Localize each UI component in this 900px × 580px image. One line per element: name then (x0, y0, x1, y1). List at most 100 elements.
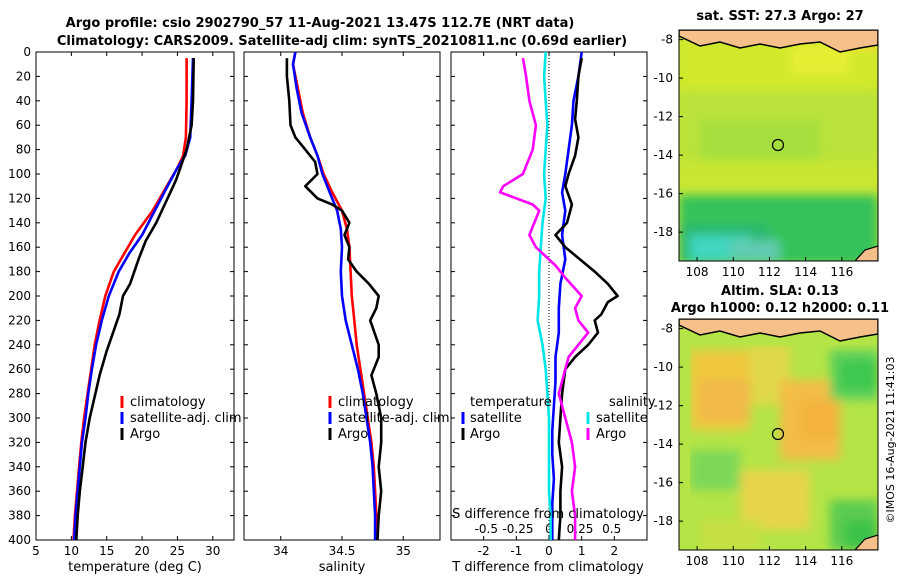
map-x-tick-label: 110 (722, 265, 745, 279)
map-x-tick-label: 112 (758, 554, 781, 568)
difference-xlabel: T difference from climatology (451, 560, 644, 575)
series-line-t-argo (554, 57, 619, 541)
legend-label-satellite: satellite-adj. clim (338, 411, 450, 426)
map-y-tick-label: -8 (661, 33, 673, 47)
map-x-tick-label: 110 (722, 554, 745, 568)
map-y-tick-label: -18 (653, 514, 673, 528)
map-y-tick-label: -12 (653, 110, 673, 124)
salinity-xlabel: salinity (319, 560, 366, 575)
depth-tick-label: 340 (8, 460, 31, 474)
sla-land (679, 319, 878, 342)
series-line-s-argo (498, 57, 590, 540)
map-x-tick-label: 114 (794, 554, 817, 568)
x-tick-label: 34.5 (329, 544, 356, 558)
depth-tick-label: 220 (8, 313, 31, 327)
s-tick-label: -0.25 (502, 522, 533, 536)
depth-tick-label: 120 (8, 191, 31, 205)
map-y-tick-label: -8 (661, 322, 673, 336)
series-line-t-satellite (550, 51, 583, 540)
sla-map-subtitle: Argo h1000: 0.12 h2000: 0.11 (671, 301, 889, 316)
legend-label-t-argo: Argo (470, 427, 500, 442)
sla-map (679, 319, 878, 550)
series-line-argo (285, 58, 383, 541)
map-x-tick-label: 108 (686, 265, 709, 279)
sst-map (679, 30, 878, 261)
sst-land (679, 30, 878, 53)
depth-tick-label: 240 (8, 338, 31, 352)
sla-field-patch (690, 450, 740, 490)
sla-map-frame (678, 318, 879, 551)
depth-axis: 0 20 40 60 80 100 120 140 160 180 200 220 240 260 280 3… (8, 45, 31, 547)
legend-heading-temperature: temperature (470, 395, 552, 410)
map-x-tick-label: 114 (794, 265, 817, 279)
legend-label-climatology: climatology (130, 395, 206, 410)
sla-argo-marker (771, 427, 785, 441)
sla-map-title: Altim. SLA: 0.13 (721, 284, 839, 299)
depth-tick-label: 140 (8, 216, 31, 230)
salinity-difference-xlabel: S difference from climatology (452, 507, 644, 522)
difference-legend: temperature salinity satellite Argo sate… (461, 395, 656, 442)
sla-field-patch (840, 360, 878, 390)
depth-tick-label: 160 (8, 240, 31, 254)
map-x-tick-label: 112 (758, 265, 781, 279)
depth-tick-label: 400 (8, 533, 31, 547)
temperature-plot-frame (35, 51, 235, 541)
legend-label-satellite: satellite-adj. clim (130, 411, 242, 426)
map-x-tick-label: 108 (686, 554, 709, 568)
sla-field-patch (800, 400, 840, 440)
sla-field-patch (700, 520, 760, 550)
depth-tick-label: 300 (8, 411, 31, 425)
depth-tick-label: 40 (16, 94, 31, 108)
salinity-legend: climatology satellite-adj. clim Argo (328, 395, 450, 442)
temperature-xlabel: temperature (deg C) (68, 560, 202, 575)
map-y-tick-label: -14 (653, 437, 673, 451)
map-y-tick-label: -10 (653, 360, 673, 374)
x-tick-label: 20 (134, 544, 149, 558)
legend-label-t-satellite: satellite (470, 411, 522, 426)
s-tick-label: 0.25 (567, 522, 594, 536)
series-line-s-satellite (536, 51, 552, 540)
figure-title-line1: Argo profile: csio 2902790_57 11-Aug-202… (66, 16, 575, 31)
x-tick-label: 35 (396, 544, 411, 558)
sla-land-australia (854, 534, 878, 550)
x-tick-label: -2 (478, 544, 490, 558)
series-line-climatology (72, 58, 188, 541)
map-y-tick-label: -10 (653, 71, 673, 85)
x-tick-label: 25 (170, 544, 185, 558)
depth-tick-label: 280 (8, 387, 31, 401)
legend-label-climatology: climatology (338, 395, 414, 410)
x-tick-label: 15 (99, 544, 114, 558)
x-tick-label: 1 (578, 544, 586, 558)
difference-plot: -2 -1 0 1 2 -0.5 -0.25 0 0.25 0.5 (451, 51, 647, 558)
series-line-satellite-adj-clim (72, 58, 195, 541)
legend-label-argo: Argo (130, 427, 160, 442)
depth-tick-label: 20 (16, 69, 31, 83)
x-tick-label: 34 (273, 544, 288, 558)
imos-watermark: ©IMOS 16-Aug-2021 11:41:03 (884, 357, 897, 524)
s-tick-label: 0 (545, 522, 553, 536)
depth-tick-label: 180 (8, 265, 31, 279)
map-x-tick-label: 116 (830, 265, 853, 279)
sla-field-patch (700, 380, 750, 420)
map-x-tick-label: 116 (830, 554, 853, 568)
temperature-plot: 5 10 15 20 25 30 (32, 51, 234, 558)
x-tick-label: 30 (205, 544, 220, 558)
depth-tick-label: 0 (23, 45, 31, 59)
depth-tick-label: 60 (16, 118, 31, 132)
map-y-tick-label: -16 (653, 476, 673, 490)
s-tick-label: 0.5 (602, 522, 621, 536)
x-tick-label: 2 (611, 544, 619, 558)
legend-label-s-satellite: satellite (596, 411, 648, 426)
sst-map-title: sat. SST: 27.3 Argo: 27 (696, 9, 863, 24)
s-tick-label: -0.5 (475, 522, 498, 536)
x-tick-label: 5 (32, 544, 40, 558)
sla-map-axes: 108 110 112 114 116 -8 -10 -12 -14 -16 -18 (653, 322, 853, 568)
depth-tick-label: 260 (8, 362, 31, 376)
map-y-tick-label: -14 (653, 148, 673, 162)
map-y-tick-label: -12 (653, 399, 673, 413)
legend-heading-salinity: salinity (609, 395, 656, 410)
legend-label-argo: Argo (338, 427, 368, 442)
depth-tick-label: 80 (16, 143, 31, 157)
x-tick-label: 0 (545, 544, 553, 558)
